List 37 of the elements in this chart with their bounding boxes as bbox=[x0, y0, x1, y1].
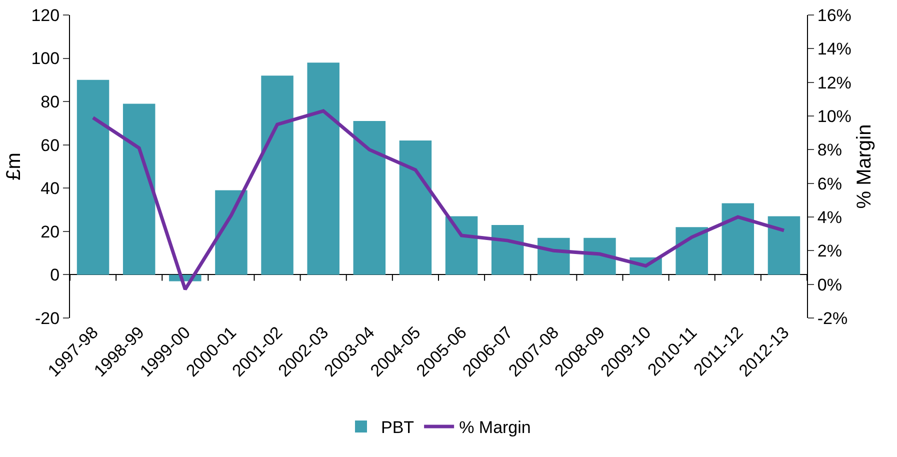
legend-label: % Margin bbox=[459, 418, 531, 438]
bar bbox=[768, 216, 800, 275]
bar bbox=[307, 62, 340, 275]
bar bbox=[676, 227, 708, 275]
legend-label: PBT bbox=[381, 418, 414, 438]
line-series bbox=[91, 109, 786, 292]
bar bbox=[722, 203, 754, 275]
y-tick-label: -20 bbox=[35, 308, 60, 328]
bar bbox=[215, 190, 248, 275]
y2-axis-title: % Margin bbox=[853, 124, 876, 209]
y2-tick-label: 16% bbox=[817, 6, 852, 25]
bar bbox=[261, 76, 294, 275]
bar bbox=[76, 80, 110, 275]
y-tick-label: 40 bbox=[40, 179, 60, 198]
y2-tick-label: 4% bbox=[817, 208, 842, 227]
y-tick-label: 100 bbox=[31, 49, 60, 68]
bar bbox=[491, 224, 524, 275]
y-axis-title: £m bbox=[3, 152, 25, 180]
y-tick-label: 120 bbox=[31, 6, 60, 25]
y-tick-label: 20 bbox=[40, 222, 60, 242]
bar bbox=[445, 216, 478, 275]
y2-tick-label: 14% bbox=[817, 40, 852, 59]
y2-tick-label: 8% bbox=[817, 140, 842, 160]
y2-tick-label: 12% bbox=[817, 73, 852, 92]
bar bbox=[584, 238, 616, 275]
bar bbox=[122, 104, 156, 275]
y2-tick-label: 6% bbox=[817, 174, 842, 194]
y2-tick-label: 0% bbox=[817, 275, 842, 294]
y-tick-label: 60 bbox=[40, 136, 60, 155]
y-tick-label: 80 bbox=[40, 92, 60, 112]
bar bbox=[399, 140, 432, 275]
y2-tick-label: 2% bbox=[817, 242, 842, 261]
bar bbox=[538, 238, 570, 275]
y2-tick-label: 10% bbox=[817, 106, 852, 126]
y-tick-label: 0 bbox=[50, 266, 60, 285]
bar bbox=[353, 121, 386, 275]
y2-tick-label: -2% bbox=[817, 308, 848, 328]
